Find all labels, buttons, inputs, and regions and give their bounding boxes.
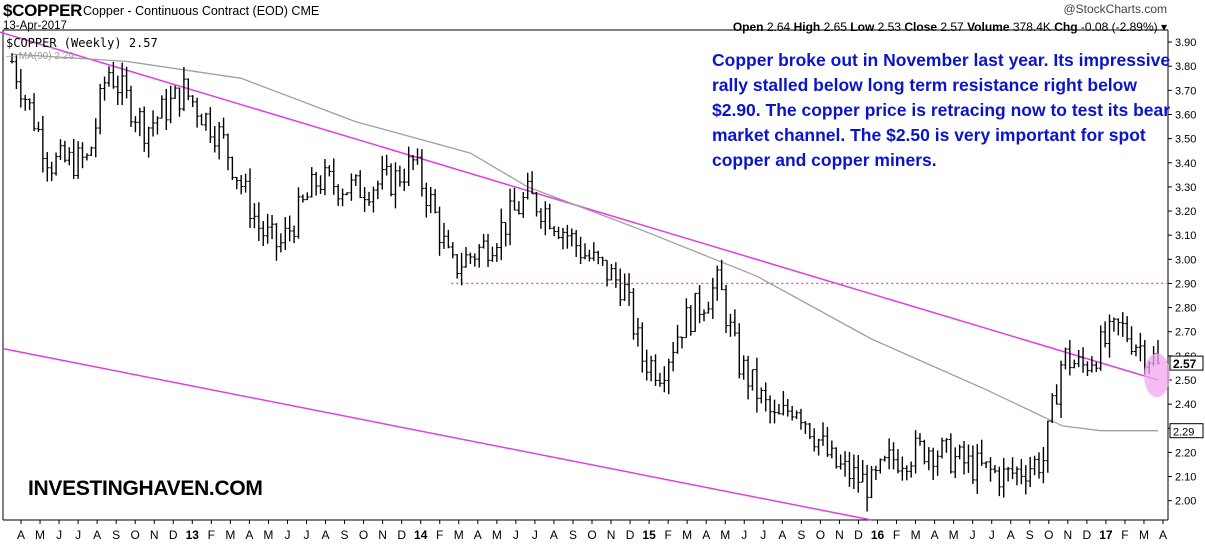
x-tick-label-45: 16 [871, 528, 885, 542]
x-tick-label-3: J [75, 528, 81, 542]
ma90-line [11, 53, 1158, 432]
last-value-box [1169, 355, 1204, 371]
ma-value-label: 2.29 [1173, 427, 1194, 439]
x-tick-label-24: A [474, 528, 482, 542]
watermark: INVESTINGHAVEN.COM [28, 477, 263, 500]
x-tick-label-53: S [1026, 528, 1034, 542]
x-tick-label-11: M [225, 528, 235, 542]
x-tick-label-15: J [304, 528, 310, 542]
x-tick-label-51: J [989, 528, 995, 542]
y-tick-label-9: 3.00 [1175, 254, 1196, 266]
x-tick-label-38: J [741, 528, 747, 542]
x-tick-label-44: D [854, 528, 863, 542]
x-tick-label-17: S [341, 528, 349, 542]
x-tick-label-8: D [169, 528, 178, 542]
x-tick-label-56: D [1083, 528, 1092, 542]
y-tick-label-19: 2.00 [1175, 496, 1196, 508]
x-tick-label-50: J [970, 528, 976, 542]
x-tick-label-5: S [112, 528, 120, 542]
x-tick-label-37: M [720, 528, 730, 542]
x-tick-label-41: S [797, 528, 805, 542]
x-tick-label-25: M [492, 528, 502, 542]
x-tick-label-22: F [436, 528, 443, 542]
y-tick-label-6: 3.30 [1175, 182, 1196, 194]
x-tick-label-4: A [93, 528, 101, 542]
y-tick-label-17: 2.20 [1175, 447, 1196, 459]
y-tick-label-4: 3.50 [1175, 134, 1196, 146]
x-tick-label-27: J [532, 528, 538, 542]
x-tick-label-58: F [1121, 528, 1128, 542]
y-tick-label-11: 2.80 [1175, 303, 1196, 315]
x-tick-label-35: M [682, 528, 692, 542]
y-tick-label-1: 3.80 [1175, 61, 1196, 73]
x-tick-label-47: M [911, 528, 921, 542]
x-tick-label-42: O [816, 528, 825, 542]
x-tick-label-40: A [778, 528, 786, 542]
y-tick-label-2: 3.70 [1175, 85, 1196, 97]
y-tick-label-8: 3.10 [1175, 230, 1196, 242]
y-tick-label-5: 3.40 [1175, 158, 1196, 170]
annotation-text: Copper broke out in November last year. … [712, 50, 1171, 170]
x-tick-label-31: N [607, 528, 616, 542]
x-tick-label-30: O [587, 528, 596, 542]
x-tick-label-9: 13 [186, 528, 200, 542]
y-tick-label-18: 2.10 [1175, 472, 1196, 484]
dropdown-icon[interactable]: ▾ [1160, 20, 1167, 34]
x-tick-label-60: A [1159, 528, 1167, 542]
x-tick-label-23: M [454, 528, 464, 542]
chart-date: 13-Apr-2017 [3, 20, 67, 32]
ma-value-box [1169, 423, 1204, 439]
x-tick-label-57: 17 [1099, 528, 1113, 542]
legend-ma: — MA(90) 2.29 [6, 51, 74, 62]
x-tick-label-7: N [150, 528, 159, 542]
y-tick-label-10: 2.90 [1175, 278, 1196, 290]
x-tick-label-12: A [245, 528, 253, 542]
y-tick-label-7: 3.20 [1175, 206, 1196, 218]
y-tick-label-12: 2.70 [1175, 327, 1196, 339]
x-tick-label-39: J [760, 528, 766, 542]
x-tick-label-33: 15 [642, 528, 656, 542]
legend-price: $COPPER (Weekly) 2.57 [6, 36, 158, 50]
x-tick-label-32: D [626, 528, 635, 542]
x-tick-label-29: S [569, 528, 577, 542]
x-tick-label-14: J [284, 528, 290, 542]
x-tick-label-55: N [1063, 528, 1072, 542]
x-tick-label-21: 14 [414, 528, 428, 542]
x-tick-label-43: N [835, 528, 844, 542]
x-tick-label-2: J [56, 528, 62, 542]
x-tick-label-48: A [931, 528, 939, 542]
x-tick-label-0: A [17, 528, 25, 542]
legend-ma-label: MA(90) 2.29 [18, 51, 74, 62]
x-tick-label-46: F [893, 528, 900, 542]
x-tick-label-54: O [1044, 528, 1053, 542]
x-tick-label-13: M [263, 528, 273, 542]
x-tick-label-6: O [131, 528, 140, 542]
x-tick-label-20: D [397, 528, 406, 542]
x-tick-label-34: F [664, 528, 671, 542]
chart-subtitle: Copper - Continuous Contract (EOD) CME [83, 4, 320, 18]
y-tick-label-0: 3.90 [1175, 37, 1196, 49]
x-tick-label-36: A [702, 528, 710, 542]
x-tick-label-49: M [949, 528, 959, 542]
x-tick-label-16: A [322, 528, 330, 542]
y-tick-label-15: 2.40 [1175, 399, 1196, 411]
x-tick-label-28: A [550, 528, 558, 542]
y-tick-label-3: 3.60 [1175, 109, 1196, 121]
last-value-label: 2.57 [1173, 357, 1197, 371]
x-tick-label-10: F [208, 528, 215, 542]
x-tick-label-52: A [1007, 528, 1015, 542]
y-tick-label-14: 2.50 [1175, 375, 1196, 387]
x-tick-label-26: J [513, 528, 519, 542]
chart-symbol: $COPPER [3, 1, 83, 20]
x-tick-label-19: N [378, 528, 387, 542]
x-tick-label-1: M [35, 528, 45, 542]
lower-channel-line [2, 347, 872, 521]
x-tick-label-59: M [1139, 528, 1149, 542]
brand-label: @StockCharts.com [1063, 2, 1167, 16]
x-tick-label-18: O [359, 528, 368, 542]
highlight-ellipse [1144, 353, 1170, 398]
